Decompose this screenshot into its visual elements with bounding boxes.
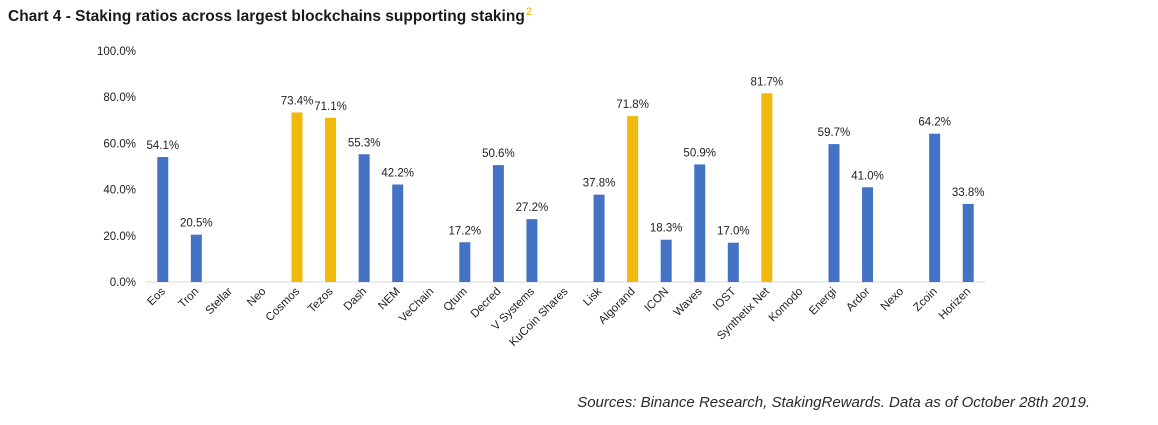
bar-energi xyxy=(828,144,840,282)
source-note: Sources: Binance Research, StakingReward… xyxy=(577,394,1090,411)
bar-decred xyxy=(492,165,504,282)
bar-qtum xyxy=(459,242,471,282)
data-label: 64.2% xyxy=(918,117,951,129)
y-tick-label: 60.0% xyxy=(103,138,136,150)
data-label: 20.5% xyxy=(180,218,213,230)
data-label: 27.2% xyxy=(516,202,549,214)
data-label: 17.2% xyxy=(449,225,482,237)
x-tick-label: Eos xyxy=(145,285,168,308)
x-tick-label: ICON xyxy=(642,286,671,315)
bar-lisk xyxy=(593,194,605,282)
data-label: 71.1% xyxy=(314,101,347,113)
title-footnote-marker: 2 xyxy=(525,6,532,18)
data-label: 18.3% xyxy=(650,223,683,235)
bar-dash xyxy=(358,154,370,282)
x-tick-label: Energi xyxy=(807,286,839,318)
bar-ardor xyxy=(862,187,874,282)
bar-cosmos xyxy=(291,112,303,282)
x-tick-label: Tezos xyxy=(306,285,336,315)
bar-eos xyxy=(157,157,169,282)
x-tick-label: Tron xyxy=(177,286,202,311)
x-tick-label: Komodo xyxy=(767,286,806,325)
bar-horizen xyxy=(962,203,974,282)
x-tick-label: NEM xyxy=(376,286,403,313)
bar-tezos xyxy=(325,117,337,282)
x-tick-label: Stellar xyxy=(203,286,235,318)
bar-zcoin xyxy=(929,133,941,282)
bar-waves xyxy=(694,164,706,282)
x-tick-label: Cosmos xyxy=(264,285,302,323)
bar-nem xyxy=(392,184,404,282)
data-label: 41.0% xyxy=(851,170,884,182)
bar-tron xyxy=(190,234,202,282)
x-tick-label: Neo xyxy=(245,286,268,309)
y-tick-label: 100.0% xyxy=(97,46,136,58)
data-label: 33.8% xyxy=(952,187,985,199)
x-tick-label: Algorand xyxy=(597,286,638,327)
data-label: 55.3% xyxy=(348,137,381,149)
x-tick-label: Lisk xyxy=(581,285,604,308)
x-tick-label: Qtum xyxy=(442,286,470,314)
data-label: 50.6% xyxy=(482,148,515,160)
x-tick-label: Waves xyxy=(672,285,705,318)
chart-title-text: Chart 4 - Staking ratios across largest … xyxy=(8,8,525,25)
data-label: 37.8% xyxy=(583,178,616,190)
bar-v-systems xyxy=(526,219,538,282)
x-tick-label: Nexo xyxy=(879,286,906,313)
x-tick-label: Ardor xyxy=(844,286,872,314)
data-label: 50.9% xyxy=(683,147,716,159)
data-label: 81.7% xyxy=(751,76,784,88)
x-tick-label: VeChain xyxy=(397,286,436,325)
data-label: 59.7% xyxy=(818,127,851,139)
x-tick-label: Dash xyxy=(342,286,369,313)
y-tick-label: 80.0% xyxy=(103,92,136,104)
data-label: 17.0% xyxy=(717,226,750,238)
chart-title: Chart 4 - Staking ratios across largest … xyxy=(8,6,532,26)
data-label: 54.1% xyxy=(146,140,179,152)
y-tick-label: 20.0% xyxy=(103,231,136,243)
y-tick-label: 0.0% xyxy=(110,277,136,289)
x-tick-label: Zcoin xyxy=(911,286,939,314)
bar-icon xyxy=(660,239,672,282)
x-tick-label: KuCoin Shares xyxy=(507,285,570,348)
bar-algorand xyxy=(627,116,639,282)
x-tick-label: Horizen xyxy=(937,286,974,323)
data-label: 71.8% xyxy=(616,99,649,111)
x-tick-label: IOST xyxy=(711,286,738,313)
y-tick-label: 40.0% xyxy=(103,185,136,197)
data-label: 42.2% xyxy=(381,168,414,180)
bar-iost xyxy=(727,242,739,282)
data-label: 73.4% xyxy=(281,95,314,107)
bar-synthetix-net xyxy=(761,93,773,282)
